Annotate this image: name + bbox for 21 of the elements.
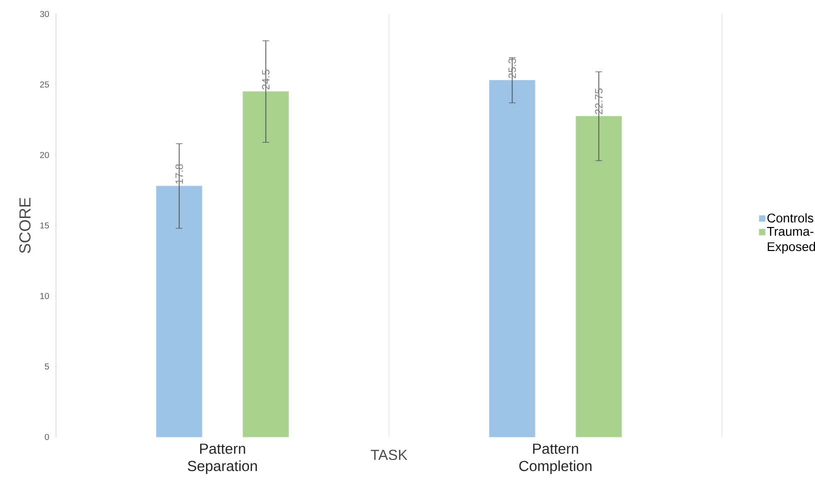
bar <box>489 80 536 438</box>
legend-label: Controls <box>767 213 814 223</box>
y-tick-label: 15 <box>40 222 49 229</box>
y-axis-title: SCORE <box>19 198 31 254</box>
y-tick-label: 10 <box>40 292 49 300</box>
x-tick-label: Pattern Completion <box>519 444 592 474</box>
bar <box>576 116 622 438</box>
x-tick-label: Pattern Separation <box>188 444 257 474</box>
bar <box>156 186 202 438</box>
data-label: 24.5 <box>262 70 270 90</box>
bar <box>242 91 289 438</box>
y-tick-label: 25 <box>40 81 49 88</box>
y-tick-label: 0 <box>44 434 49 440</box>
legend-label: Trauma-Exposed <box>767 227 815 254</box>
y-tick-label: 5 <box>44 363 49 370</box>
y-tick-label: 20 <box>40 152 49 158</box>
y-tick-label: 30 <box>40 10 49 18</box>
data-label: 25.3 <box>508 58 516 78</box>
data-label: 22.75 <box>595 88 603 114</box>
data-label: 17.8 <box>175 164 183 184</box>
x-axis-title: TASK <box>370 450 408 460</box>
